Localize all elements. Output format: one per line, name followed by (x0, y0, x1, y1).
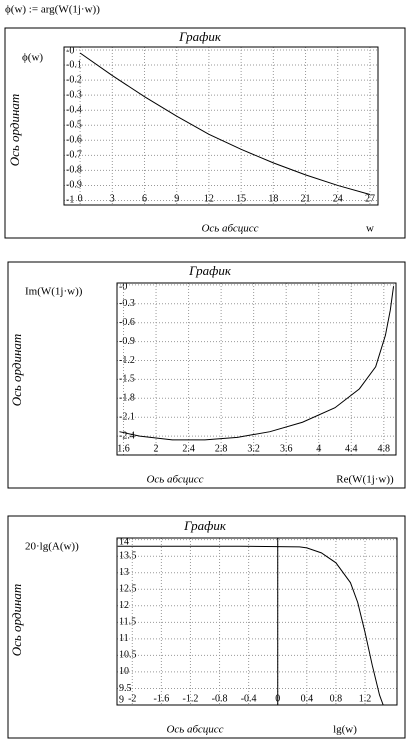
y-tick-label: 9 (119, 694, 124, 705)
x-tick-label: 12 (204, 193, 214, 204)
y-tick-label: 12 (119, 600, 129, 611)
chart-frame (7, 515, 406, 739)
chart-frame (4, 27, 406, 239)
y-tick-label: 10 (119, 666, 129, 677)
y-tick-label: -1.2 (119, 355, 135, 366)
x-tick-label: 9 (174, 193, 179, 204)
y-tick-label: -0.1 (66, 59, 82, 70)
x-tick-label: -1.6 (153, 693, 169, 704)
x-tick-label: 2.4 (182, 443, 195, 454)
x-tick-label: 0.8 (330, 693, 343, 704)
x-tick-label: -1.2 (183, 693, 199, 704)
y-tick-label: -0.8 (66, 165, 82, 176)
y-tick-label: 12.5 (119, 584, 137, 595)
y-tick-label: -0.4 (66, 104, 82, 115)
x-label: w (366, 223, 374, 235)
data-line (79, 52, 371, 195)
y-axis-title: Ось ординат (9, 334, 24, 407)
x-tick-label: -0.4 (241, 693, 257, 704)
chart-title: График (188, 263, 232, 278)
x-tick-label: 4.8 (378, 443, 391, 454)
plot-area (116, 537, 398, 706)
x-tick-label: 3.2 (247, 443, 260, 454)
x-tick-label: 0 (78, 193, 83, 204)
y-label: ϕ(w) (22, 52, 43, 64)
y-label: Im(W(1j·w)) (25, 286, 83, 298)
y-tick-label: -0.9 (119, 336, 135, 347)
y-tick-label: 11 (119, 633, 129, 644)
x-tick-label: 24 (333, 193, 343, 204)
x-label: lg(w) (333, 724, 357, 736)
y-tick-label: -1.5 (119, 374, 135, 385)
y-tick-label: -0.6 (66, 135, 82, 146)
y-tick-label: 14 (119, 536, 129, 547)
x-tick-label: 27 (365, 193, 375, 204)
y-tick-label: 11.5 (119, 617, 136, 628)
chart-title: График (183, 518, 227, 533)
x-tick-label: 3 (110, 193, 115, 204)
x-axis-title: Ось абсцисс (146, 474, 203, 486)
y-tick-label: -0 (66, 45, 74, 56)
x-axis-title: Ось абсцисс (201, 223, 258, 235)
y-tick-label: -0.3 (66, 89, 82, 100)
plot-area (116, 282, 397, 456)
y-tick-label: -0.3 (119, 298, 135, 309)
x-label: Re(W(1j·w)) (336, 474, 394, 486)
x-tick-label: 6 (142, 193, 147, 204)
y-tick-label: 13 (119, 567, 129, 578)
y-tick-label: -1 (66, 194, 74, 205)
chart-title: График (178, 29, 222, 44)
x-tick-label: 1.2 (359, 693, 372, 704)
y-label: 20·lg(A(w)) (25, 541, 79, 553)
y-axis-title: Ось ординат (9, 584, 24, 657)
x-tick-label: 3.6 (280, 443, 293, 454)
chart-frame (7, 261, 406, 489)
x-tick-label: 18 (268, 193, 278, 204)
data-line (119, 286, 395, 441)
y-tick-label: -0.9 (66, 180, 82, 191)
y-tick-label: -2.4 (119, 430, 135, 441)
x-tick-label: -2 (128, 693, 136, 704)
x-tick-label: 2.8 (215, 443, 228, 454)
y-tick-label: -1.8 (119, 393, 135, 404)
y-tick-label: -0.7 (66, 150, 82, 161)
x-tick-label: -0.8 (212, 693, 228, 704)
data-line (117, 545, 384, 706)
x-tick-label: 0.4 (301, 693, 314, 704)
y-axis-title: Ось ординат (7, 94, 22, 167)
plot-area (63, 46, 379, 206)
y-tick-label: 10.5 (119, 650, 137, 661)
x-tick-label: 2 (154, 443, 159, 454)
y-tick-label: 9.5 (119, 683, 132, 694)
x-axis-title: Ось абсцисс (166, 724, 223, 736)
x-tick-label: 4 (316, 443, 321, 454)
x-tick-label: 15 (236, 193, 246, 204)
x-tick-label: 1.6 (117, 443, 130, 454)
y-tick-label: -0.2 (66, 74, 82, 85)
x-tick-label: 4.4 (345, 443, 358, 454)
x-tick-label: 21 (301, 193, 311, 204)
y-tick-label: -2.1 (119, 411, 135, 422)
y-tick-label: -0.5 (66, 120, 82, 131)
y-tick-label: -0.6 (119, 317, 135, 328)
formula: ϕ(w) := arg(W(1j·w)) (5, 4, 100, 16)
y-tick-label: 13.5 (119, 550, 137, 561)
